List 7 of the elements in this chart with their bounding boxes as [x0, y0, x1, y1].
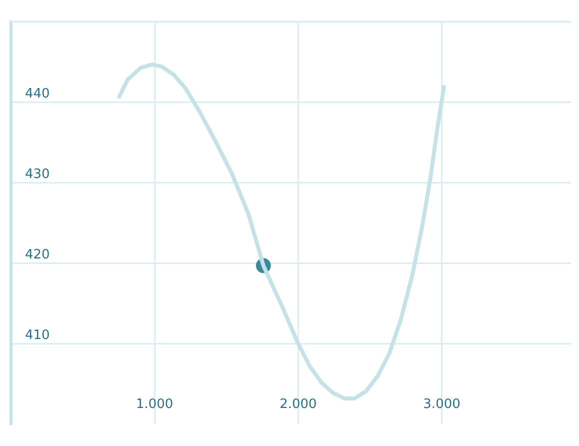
y-tick-label: 410 [25, 328, 50, 344]
x-tick-label: 1.000 [136, 396, 174, 412]
x-tick-label: 3.000 [423, 396, 460, 412]
x-tick-label: 2.000 [280, 396, 317, 412]
y-tick-label: 440 [25, 86, 50, 102]
y-tick-label: 430 [25, 167, 50, 182]
y-tick-label: 420 [25, 248, 50, 263]
